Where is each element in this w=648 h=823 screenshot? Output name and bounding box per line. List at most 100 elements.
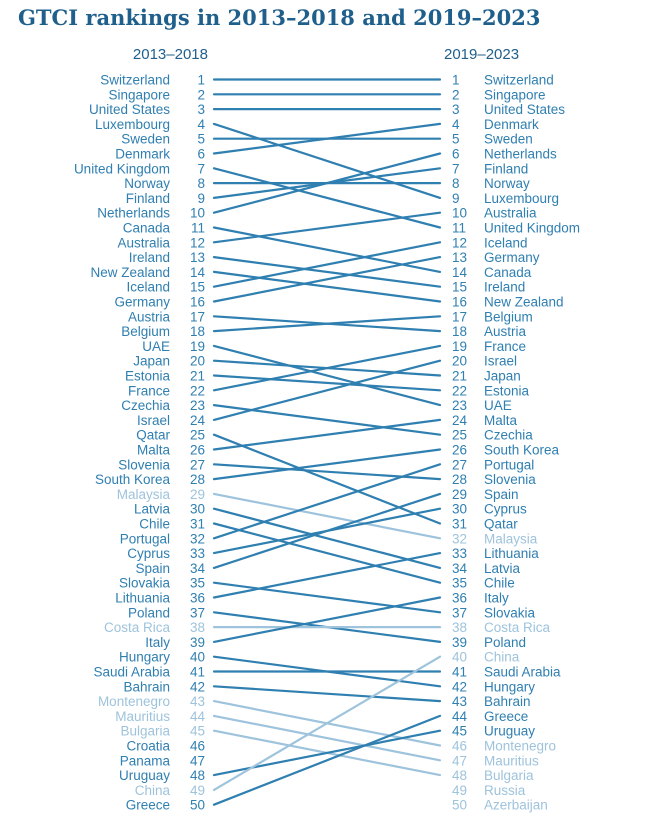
slope-line bbox=[212, 685, 442, 703]
left-country-label: Croatia bbox=[126, 739, 170, 754]
left-country-label: Slovenia bbox=[118, 457, 170, 472]
left-country-label: Singapore bbox=[108, 87, 170, 102]
left-country-label: UAE bbox=[142, 339, 170, 354]
right-rank-label: 27 bbox=[452, 457, 467, 472]
left-rank-label: 37 bbox=[190, 605, 205, 620]
left-country-label: Panama bbox=[120, 753, 171, 768]
slope-line bbox=[212, 596, 442, 644]
right-rank-label: 26 bbox=[452, 443, 467, 458]
left-rank-label: 1 bbox=[197, 73, 205, 88]
left-country-label: Denmark bbox=[115, 147, 170, 162]
right-rank-label: 34 bbox=[452, 561, 468, 576]
right-country-label: France bbox=[484, 339, 526, 354]
left-rank-label: 13 bbox=[190, 250, 205, 265]
left-rank-label: 18 bbox=[190, 324, 205, 339]
slope-line bbox=[212, 241, 442, 288]
slope-line bbox=[212, 551, 442, 599]
left-country-label: Canada bbox=[123, 221, 171, 236]
left-rank-label: 49 bbox=[190, 783, 205, 798]
left-rank-label: 3 bbox=[197, 102, 205, 117]
left-country-label: United States bbox=[89, 102, 170, 117]
right-rank-label: 48 bbox=[452, 768, 467, 783]
slope-line bbox=[212, 448, 442, 481]
left-rank-label: 24 bbox=[190, 413, 206, 428]
left-rank-label: 44 bbox=[190, 709, 206, 724]
right-country-label: Bulgaria bbox=[484, 768, 534, 783]
right-rank-label: 38 bbox=[452, 620, 467, 635]
left-country-label: Czechia bbox=[121, 398, 170, 413]
right-country-label: Netherlands bbox=[484, 147, 557, 162]
right-country-label: Costa Rica bbox=[484, 620, 551, 635]
left-rank-label: 23 bbox=[190, 398, 205, 413]
left-rank-label: 30 bbox=[190, 502, 205, 517]
slope-line bbox=[212, 714, 442, 806]
left-rank-label: 28 bbox=[190, 472, 205, 487]
left-country-label: Ireland bbox=[129, 250, 170, 265]
right-country-label: Czechia bbox=[484, 428, 533, 443]
slope-line bbox=[212, 374, 442, 392]
right-rank-label: 36 bbox=[452, 591, 467, 606]
right-rank-label: 10 bbox=[452, 206, 467, 221]
left-rank-label: 17 bbox=[190, 309, 205, 324]
right-rank-label: 40 bbox=[452, 650, 467, 665]
right-rank-label: 45 bbox=[452, 724, 467, 739]
left-rank-label: 50 bbox=[190, 798, 205, 813]
left-country-label: Malaysia bbox=[117, 487, 171, 502]
right-country-label: Greece bbox=[484, 709, 528, 724]
right-rank-label: 9 bbox=[452, 191, 460, 206]
right-rank-label: 23 bbox=[452, 398, 467, 413]
right-country-label: Luxembourg bbox=[484, 191, 559, 206]
right-country-label: Switzerland bbox=[484, 73, 554, 88]
right-country-label: United States bbox=[484, 102, 565, 117]
slope-lines bbox=[212, 78, 442, 806]
left-rank-label: 22 bbox=[190, 383, 205, 398]
right-rank-label: 19 bbox=[452, 339, 467, 354]
left-country-label: Mauritius bbox=[115, 709, 170, 724]
slope-line bbox=[212, 492, 442, 570]
right-header: 2019–2023 bbox=[444, 46, 519, 63]
left-rank-label: 43 bbox=[190, 694, 205, 709]
left-rank-label: 48 bbox=[190, 768, 205, 783]
right-country-label: Saudi Arabia bbox=[484, 665, 561, 680]
left-rank-label: 16 bbox=[190, 295, 205, 310]
right-country-label: Chile bbox=[484, 576, 515, 591]
right-rank-label: 39 bbox=[452, 635, 467, 650]
right-rank-label: 5 bbox=[452, 132, 460, 147]
right-rank-label: 30 bbox=[452, 502, 467, 517]
left-country-label: New Zealand bbox=[90, 265, 170, 280]
left-rank-label: 35 bbox=[190, 576, 205, 591]
left-rank-label: 2 bbox=[197, 87, 205, 102]
left-rank-label: 5 bbox=[197, 132, 205, 147]
right-rank-label: 18 bbox=[452, 324, 467, 339]
right-country-label: Slovakia bbox=[484, 605, 536, 620]
left-country-label: United Kingdom bbox=[74, 161, 170, 176]
slope-line bbox=[212, 270, 442, 303]
left-rank-label: 42 bbox=[190, 679, 205, 694]
left-country-label: Sweden bbox=[121, 132, 170, 147]
left-country-label: Qatar bbox=[136, 428, 170, 443]
left-country-label: Australia bbox=[117, 235, 170, 250]
right-rank-label: 25 bbox=[452, 428, 467, 443]
left-rank-label: 15 bbox=[190, 280, 205, 295]
left-country-label: Finland bbox=[126, 191, 170, 206]
left-rank-label: 9 bbox=[197, 191, 205, 206]
right-rank-label: 22 bbox=[452, 383, 467, 398]
slope-line bbox=[212, 433, 442, 525]
right-rank-label: 6 bbox=[452, 147, 460, 162]
right-rank-label: 1 bbox=[452, 73, 460, 88]
slope-line bbox=[212, 152, 442, 214]
left-country-label: South Korea bbox=[95, 472, 171, 487]
right-rank-label: 42 bbox=[452, 679, 467, 694]
right-country-label: UAE bbox=[484, 398, 512, 413]
left-rank-label: 21 bbox=[190, 369, 205, 384]
left-country-label: Spain bbox=[135, 561, 170, 576]
rank-labels: Switzerland 1 Singapore 2 United States 3 Luxe… bbox=[74, 73, 580, 813]
slope-line bbox=[212, 344, 442, 392]
left-country-label: Montenegro bbox=[98, 694, 170, 709]
slope-line bbox=[212, 344, 442, 407]
right-rank-label: 41 bbox=[452, 665, 467, 680]
right-country-label: Canada bbox=[484, 265, 532, 280]
right-country-label: Russia bbox=[484, 783, 526, 798]
right-rank-label: 16 bbox=[452, 295, 467, 310]
